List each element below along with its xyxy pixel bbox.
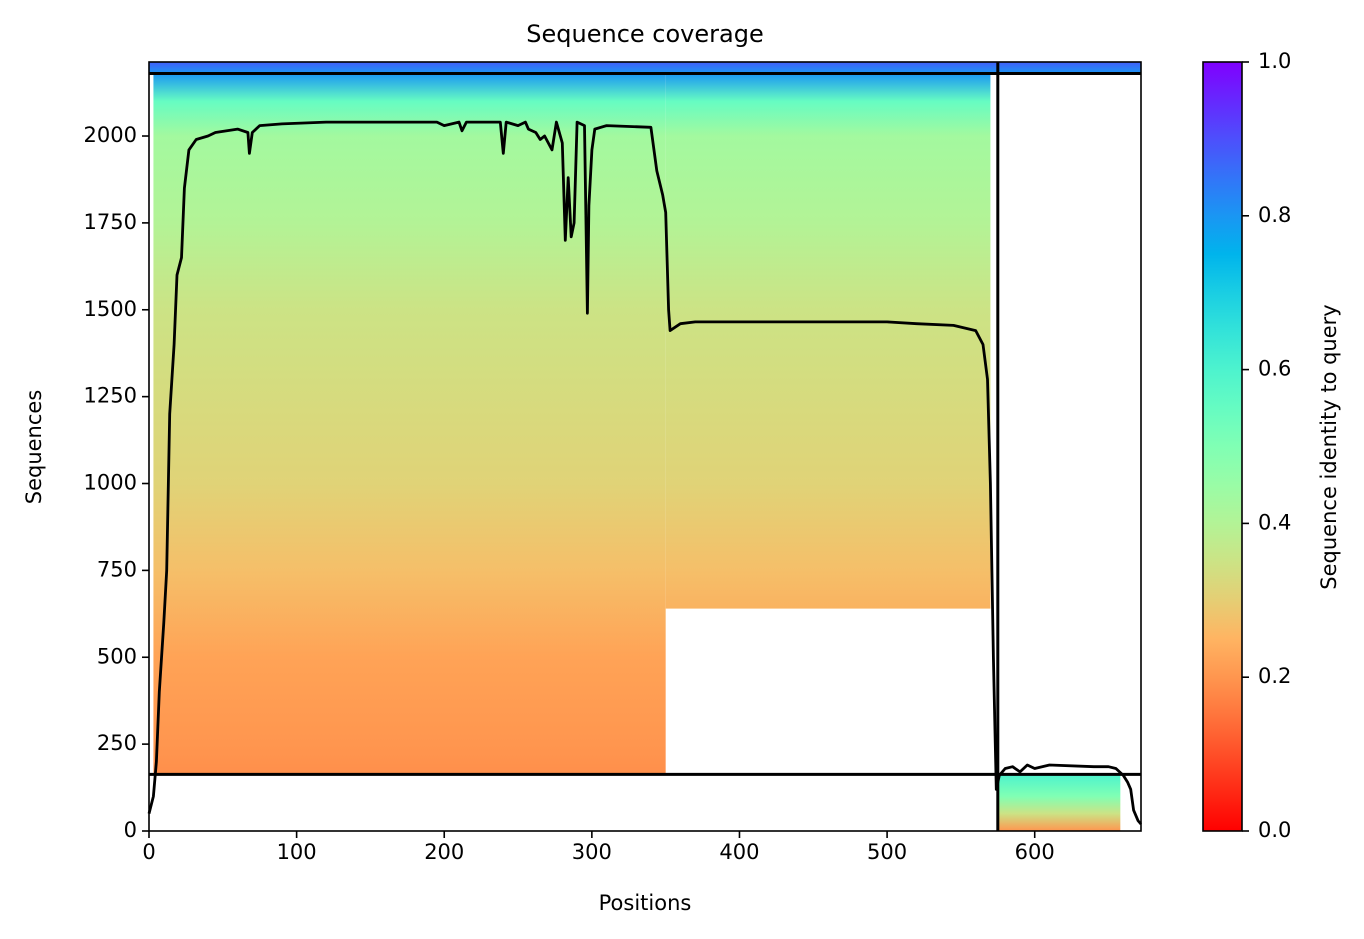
y-tick-label: 1000	[84, 471, 137, 495]
y-tick-label: 1500	[84, 297, 137, 321]
x-tick-label: 600	[1015, 840, 1055, 864]
x-tick-label: 400	[719, 840, 759, 864]
alignment-block	[153, 73, 666, 775]
colorbar	[1202, 61, 1243, 832]
colorbar-label: Sequence identity to query	[1317, 304, 1341, 589]
y-axis-label: Sequences	[22, 390, 46, 505]
y-tick-label: 750	[97, 557, 137, 581]
y-tick-label: 250	[97, 731, 137, 755]
colorbar-tick-label: 0.6	[1258, 357, 1291, 381]
alignment-block	[997, 774, 1121, 831]
colorbar-tick-label: 0.4	[1258, 510, 1291, 534]
x-tick-label: 300	[572, 840, 612, 864]
y-tick-label: 1750	[84, 210, 137, 234]
x-axis-label: Positions	[599, 891, 692, 915]
plot-frame	[148, 61, 1142, 832]
colorbar-tick-label: 0.8	[1258, 203, 1291, 227]
coverage-line	[147, 120, 1143, 826]
y-tick-label: 1250	[84, 384, 137, 408]
colorbar-tick-label: 0.2	[1258, 664, 1291, 688]
y-tick-label: 500	[97, 644, 137, 668]
y-tick-label: 0	[124, 818, 137, 842]
colorbar-tick-label: 1.0	[1258, 49, 1291, 73]
alignment-block	[665, 73, 991, 609]
x-tick-label: 100	[277, 840, 317, 864]
chart-title: Sequence coverage	[526, 20, 763, 48]
x-tick-label: 0	[142, 840, 155, 864]
x-tick-label: 200	[424, 840, 464, 864]
y-tick-label: 2000	[84, 123, 137, 147]
colorbar-tick-label: 0.0	[1258, 818, 1291, 842]
x-tick-label: 500	[867, 840, 907, 864]
alignment-block	[149, 62, 1141, 74]
